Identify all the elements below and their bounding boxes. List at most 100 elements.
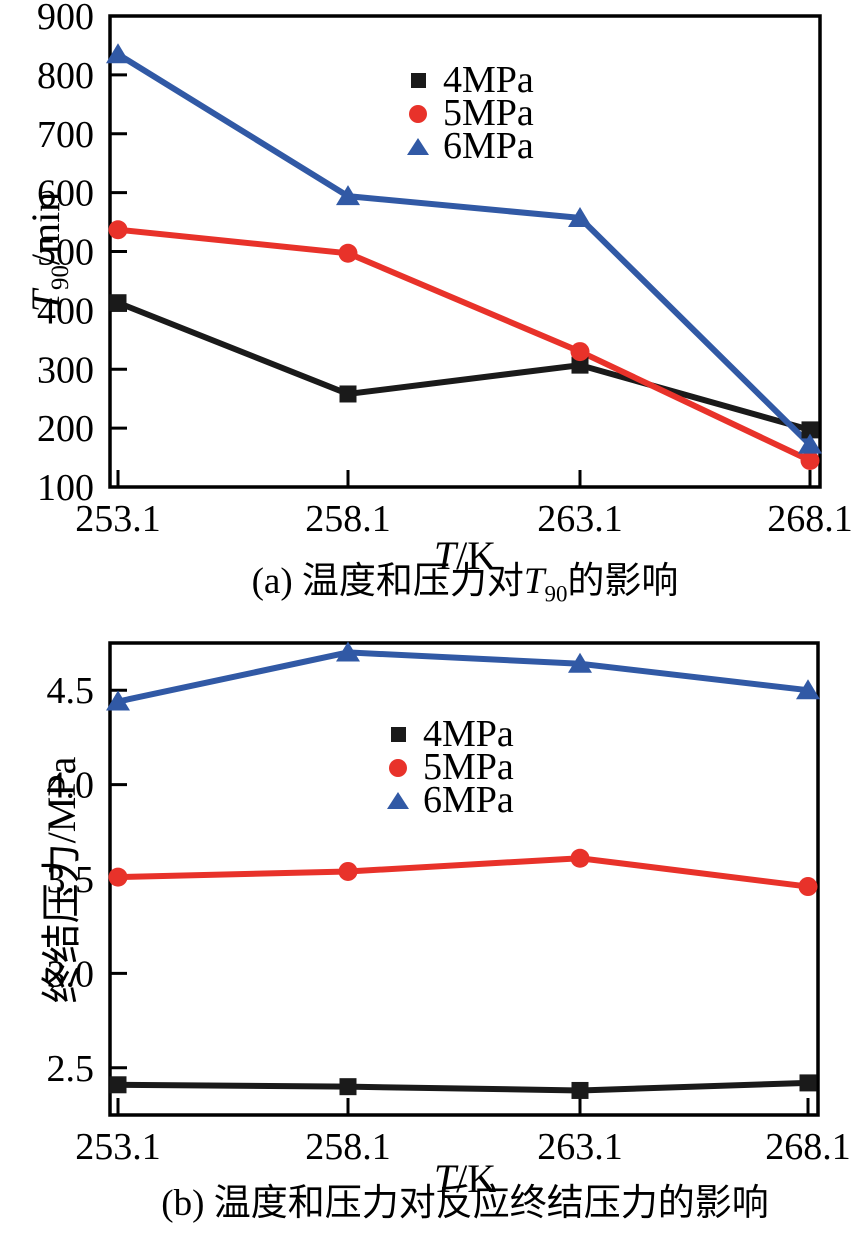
y-tick-label: 200 — [37, 408, 94, 450]
y-tick-label: 4.5 — [47, 670, 95, 712]
legend-item-6mpa: 6MPa — [383, 779, 514, 821]
chart-b-plot: 2.5 3.0 3.5 4.0 4.5 253.1 258.1 263.1 268.1 — [47, 641, 851, 1168]
square-marker-icon — [383, 727, 413, 742]
series-line-6mpa — [117, 649, 809, 705]
legend-item-6mpa: 6MPa — [403, 125, 534, 167]
x-axis-label-a-unit: /K — [456, 533, 497, 578]
y-axis-label-b: 终结压力/MPa — [35, 680, 85, 1080]
y-axis-label-a: T90/min — [22, 52, 74, 452]
x-tick-label: 253.1 — [75, 498, 161, 540]
legend-a: 4MPa 5MPa 6MPa — [403, 59, 534, 167]
square-marker-icon — [403, 73, 433, 88]
y-tick-label: 100 — [37, 467, 94, 509]
y-tick-label: 4.0 — [47, 765, 95, 807]
y-tick-label: 800 — [37, 55, 94, 97]
data-point-4mpa-258.1 — [339, 385, 357, 403]
data-point-4mpa-263.1 — [571, 356, 589, 374]
caption-b: (b) 温度和压力对反应终结压力的影响 — [74, 1180, 856, 1240]
triangle-icon — [407, 138, 429, 155]
data-point-6mpa-258.1 — [336, 185, 360, 206]
y-tick-label: 600 — [37, 173, 94, 215]
legend-b: 4MPa 5MPa 6MPa — [383, 713, 514, 821]
caption-a-symbol: T — [523, 561, 545, 602]
data-point-4mpa-253.1 — [109, 294, 127, 312]
y-axis-label-b-unit: 终结压力/MPa — [39, 756, 84, 1004]
y-tick-label: 500 — [37, 232, 94, 274]
data-point-6mpa-253.1 — [106, 690, 130, 711]
data-point-4mpa-268.1 — [799, 1074, 817, 1092]
data-point-5mpa-268.1 — [798, 877, 818, 897]
x-tick-label: 268.1 — [765, 1126, 851, 1168]
triangle-marker-icon — [403, 138, 433, 155]
data-point-5mpa-253.1 — [108, 220, 128, 240]
series-line-4mpa — [116, 299, 811, 433]
x-tick-label: 258.1 — [305, 498, 391, 540]
data-point-6mpa-263.1 — [568, 206, 592, 227]
data-point-6mpa-253.1 — [106, 43, 130, 64]
series-line-5mpa — [117, 855, 809, 890]
legend-label-4mpa: 4MPa — [423, 713, 514, 755]
legend-item-4mpa: 4MPa — [383, 713, 514, 755]
caption-b-prefix: (b) 温度和压力对反应终结压力的影响 — [161, 1183, 769, 1224]
caption-a-subscript: 90 — [544, 581, 568, 607]
caption-a-suffix: 的影响 — [567, 561, 679, 602]
x-tick-label: 258.1 — [305, 1126, 391, 1168]
square-icon — [410, 73, 426, 88]
data-point-5mpa-263.1 — [570, 342, 590, 362]
x-axis-label-b-symbol: T — [433, 1156, 457, 1201]
data-point-5mpa-258.1 — [338, 243, 358, 263]
x-axis-label-a-symbol: T — [433, 533, 457, 578]
data-point-4mpa-263.1 — [571, 1081, 589, 1099]
data-point-4mpa-253.1 — [109, 1076, 127, 1094]
x-axis-label-b: T/K — [74, 1157, 856, 1201]
data-point-4mpa-258.1 — [339, 1078, 357, 1096]
x-axis-label-b-unit: /K — [456, 1156, 497, 1201]
data-point-5mpa-268.1 — [800, 451, 820, 471]
data-point-5mpa-263.1 — [570, 848, 590, 868]
y-tick-label: 400 — [37, 290, 94, 332]
y-tick-label: 900 — [37, 0, 94, 38]
x-tick-label: 263.1 — [537, 498, 623, 540]
legend-label-5mpa: 5MPa — [423, 746, 514, 788]
y-tick-label: 300 — [37, 349, 94, 391]
y-tick-label: 3.5 — [47, 859, 95, 901]
series-line-4mpa — [117, 1079, 809, 1094]
circle-icon — [389, 758, 407, 777]
circle-icon — [409, 104, 427, 123]
caption-a: (a) 温度和压力对T90的影响 — [74, 558, 856, 618]
y-tick-label: 700 — [37, 114, 94, 156]
x-tick-label: 268.1 — [767, 498, 853, 540]
y-tick-label: 2.5 — [47, 1048, 95, 1090]
x-tick-label: 263.1 — [537, 1126, 623, 1168]
y-axis-label-a-symbol: T — [22, 289, 68, 313]
legend-label-6mpa: 6MPa — [423, 779, 514, 821]
data-point-5mpa-253.1 — [108, 867, 128, 887]
data-point-4mpa-268.1 — [801, 421, 819, 439]
legend-label-6mpa: 6MPa — [443, 125, 534, 167]
data-point-6mpa-258.1 — [336, 641, 360, 662]
x-tick-label: 253.1 — [75, 1126, 161, 1168]
legend-label-4mpa: 4MPa — [443, 59, 534, 101]
square-icon — [390, 727, 406, 742]
y-axis-label-a-unit: /min — [22, 191, 68, 266]
data-point-6mpa-263.1 — [568, 652, 592, 673]
triangle-icon — [387, 792, 409, 809]
chart-panel-b: 2.5 3.0 3.5 4.0 4.5 253.1 258.1 263.1 268.1 4MPa… — [0, 620, 856, 1242]
series-line-6mpa — [116, 51, 813, 447]
triangle-marker-icon — [383, 792, 413, 809]
x-axis-label-a: T/K — [74, 534, 856, 578]
legend-item-5mpa: 5MPa — [403, 92, 534, 134]
data-point-6mpa-268.1 — [798, 433, 822, 454]
chart-a-plot: 100 200 300 400 500 600 700 800 900 253.1 258.1 263… — [37, 0, 853, 540]
data-point-5mpa-258.1 — [338, 861, 358, 881]
y-axis-label-a-subscript: 90 — [46, 265, 74, 290]
y-tick-label: 3.0 — [47, 953, 95, 995]
circle-marker-icon — [403, 104, 433, 123]
series-line-5mpa — [117, 226, 812, 464]
circle-marker-icon — [383, 758, 413, 777]
legend-item-5mpa: 5MPa — [383, 746, 514, 788]
legend-label-5mpa: 5MPa — [443, 92, 534, 134]
chart-panel-a: 100 200 300 400 500 600 700 800 900 253.1 258.1 263… — [0, 0, 856, 620]
legend-item-4mpa: 4MPa — [403, 59, 534, 101]
